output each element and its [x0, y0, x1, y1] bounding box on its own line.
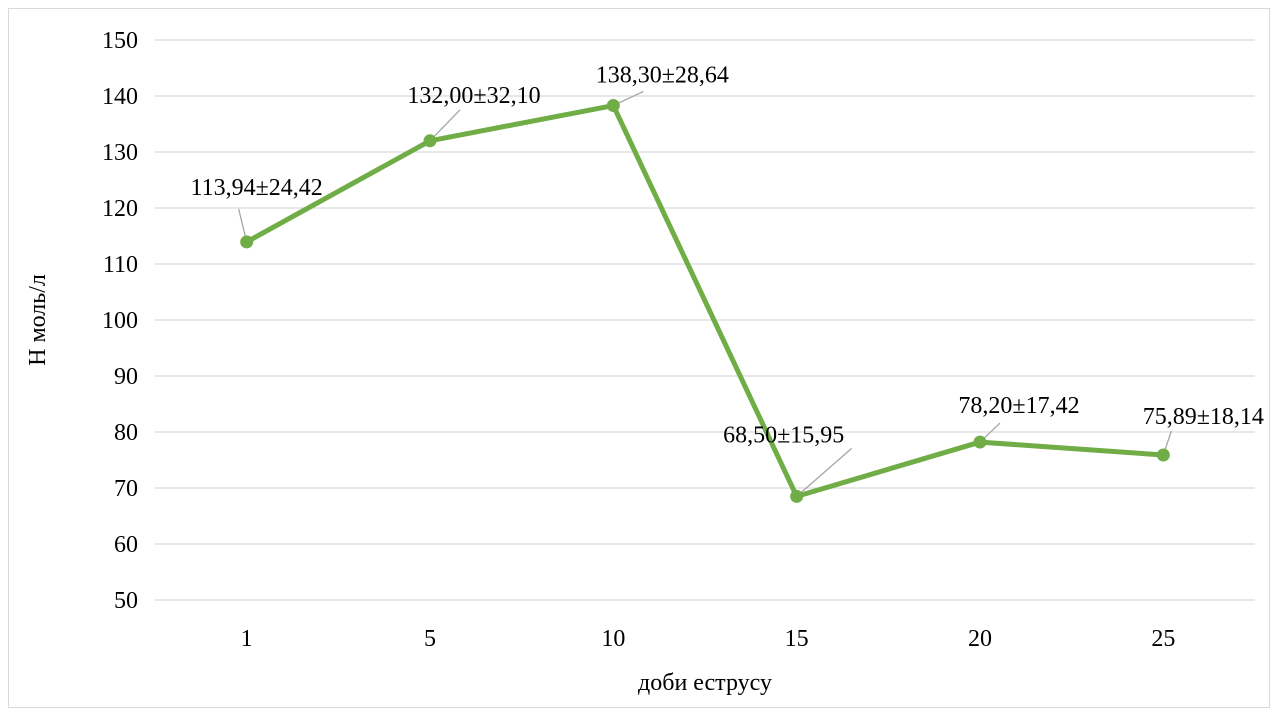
- gridlines: [155, 39, 1255, 601]
- data-label: 75,89±18,14: [1143, 404, 1264, 430]
- data-point-marker: [423, 134, 437, 148]
- data-label: 113,94±24,42: [191, 175, 323, 201]
- chart-frame: [8, 8, 1270, 708]
- y-tick-label: 80: [114, 420, 138, 446]
- y-tick-label: 140: [102, 84, 138, 110]
- data-point-marker: [973, 435, 987, 449]
- x-tick-label: 25: [1151, 626, 1175, 652]
- y-tick-label: 150: [102, 28, 138, 54]
- y-axis-ticks: 50 60 70 80 90 100 110 120 130 140 150: [102, 28, 138, 614]
- y-tick-label: 60: [114, 532, 138, 558]
- series-line: [244, 103, 1166, 499]
- data-point-marker: [606, 99, 620, 113]
- series-polyline: [244, 103, 1166, 499]
- data-labels: 113,94±24,42 132,00±32,10 138,30±28,64 68,5…: [191, 63, 1264, 449]
- data-label: 78,20±17,42: [958, 393, 1079, 419]
- x-tick-label: 20: [968, 626, 992, 652]
- y-axis-title: Н моль/л: [25, 274, 51, 366]
- data-label: 138,30±28,64: [596, 63, 729, 89]
- y-tick-label: 110: [103, 252, 138, 278]
- y-tick-label: 120: [102, 196, 138, 222]
- x-tick-label: 15: [785, 626, 809, 652]
- y-tick-label: 90: [114, 364, 138, 390]
- y-tick-label: 100: [102, 308, 138, 334]
- x-tick-label: 1: [241, 626, 253, 652]
- y-tick-label: 130: [102, 140, 138, 166]
- x-tick-label: 10: [601, 626, 625, 652]
- data-point-marker: [790, 489, 804, 503]
- data-point-marker: [240, 235, 254, 249]
- x-axis-title: доби еструсу: [638, 670, 772, 696]
- label-leader-line: [796, 447, 853, 497]
- data-label: 132,00±32,10: [407, 83, 540, 109]
- label-leader-line: [429, 109, 461, 142]
- y-tick-label: 50: [114, 588, 138, 614]
- data-label: 68,50±15,95: [723, 422, 844, 448]
- data-point-marker: [1156, 448, 1170, 462]
- x-tick-label: 5: [424, 626, 436, 652]
- data-points: [240, 99, 1170, 503]
- y-tick-label: 70: [114, 476, 138, 502]
- x-axis-ticks: 1 5 10 15 20 25: [241, 626, 1176, 652]
